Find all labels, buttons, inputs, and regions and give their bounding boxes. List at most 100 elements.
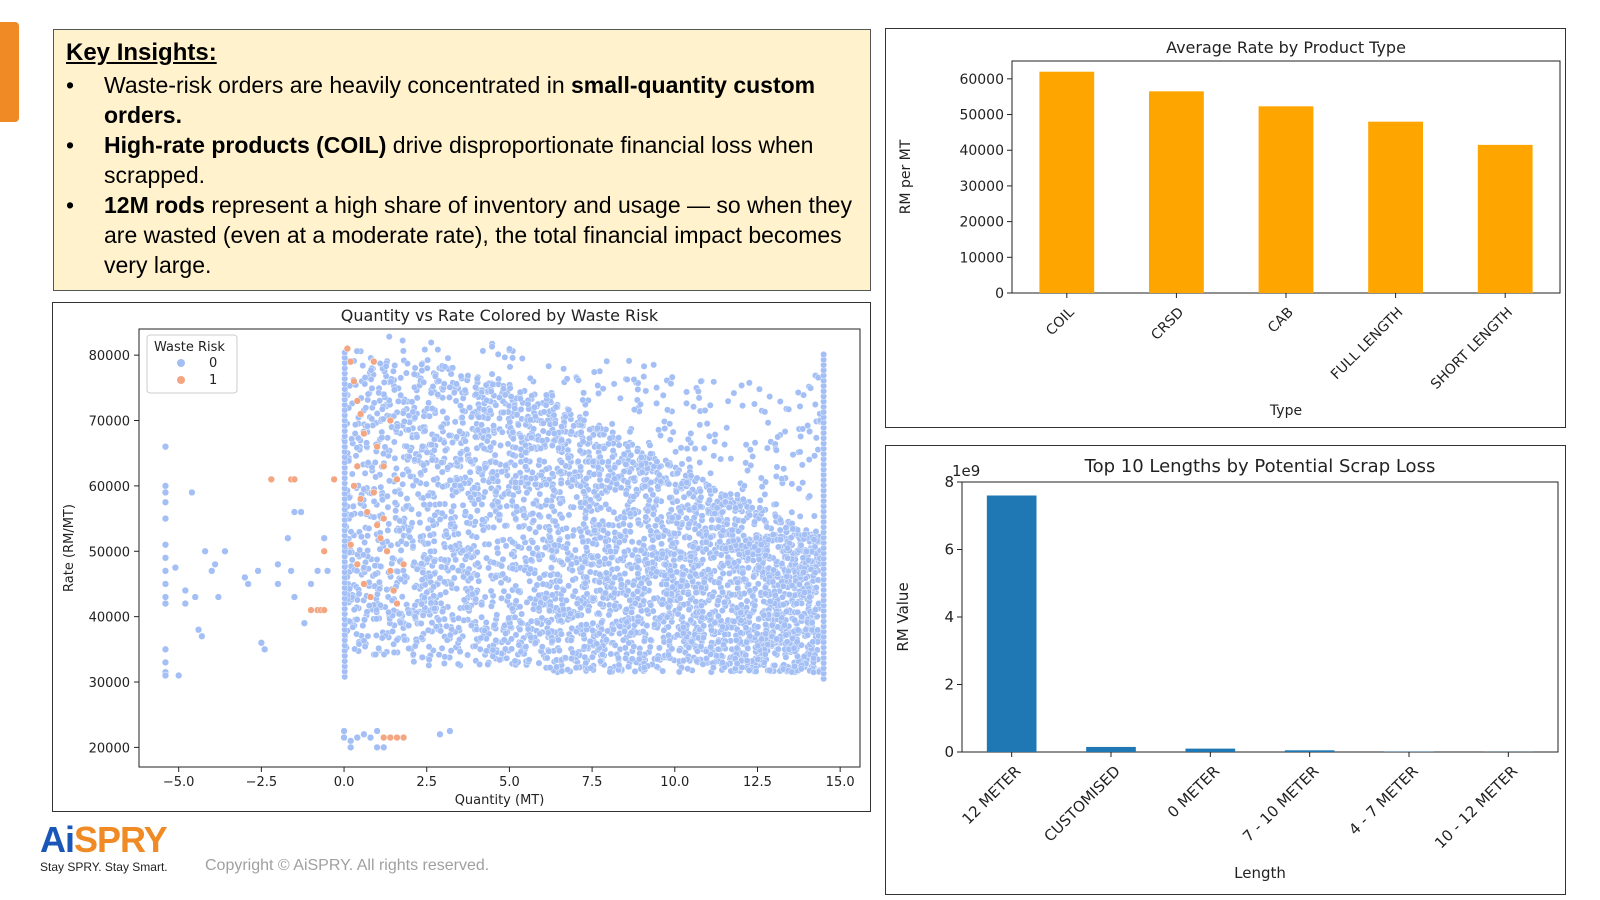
- scatter-point: [670, 550, 678, 558]
- scatter-point: [393, 599, 401, 608]
- scatter-point: [520, 496, 528, 504]
- scatter-point: [436, 500, 444, 508]
- scatter-point: [430, 558, 438, 565]
- scatter-point: [481, 593, 489, 601]
- scatter-point: [501, 522, 509, 530]
- scatter-point: [647, 636, 654, 644]
- scatter-point: [539, 419, 547, 427]
- scatter-point: [723, 424, 731, 432]
- scatter-point: [534, 552, 542, 560]
- scatter-point: [485, 564, 492, 572]
- scatter-point: [545, 513, 553, 520]
- scatter-point: [390, 640, 398, 648]
- scatter-point: [606, 668, 614, 676]
- scatter-point: [458, 562, 466, 570]
- scatter-point: [536, 490, 544, 498]
- scatter-point: [546, 526, 554, 534]
- scatter-point: [397, 619, 404, 627]
- scatter-point: [261, 645, 269, 653]
- scatter-point: [585, 503, 593, 511]
- scatter-point: [603, 575, 611, 582]
- scatter-point: [454, 567, 462, 574]
- scatter-point: [763, 523, 771, 531]
- scatter-point: [560, 365, 568, 373]
- scatter-point: [457, 372, 465, 380]
- scatter-point: [729, 537, 737, 545]
- scatter-point: [489, 381, 497, 388]
- insights-list: • Waste-risk orders are heavily concentra…: [66, 70, 858, 280]
- scatter-point: [791, 662, 798, 670]
- scatter-point: [366, 593, 375, 601]
- scatter-point: [548, 470, 556, 478]
- scatter-point: [755, 615, 763, 623]
- logo-spry-text: SPRY: [74, 819, 168, 860]
- scatter-point: [511, 613, 519, 621]
- scatter-point: [371, 570, 379, 578]
- bar: [1284, 750, 1335, 752]
- scatter-point: [661, 527, 669, 534]
- scatter-point: [589, 627, 597, 634]
- scatter-point: [175, 671, 183, 680]
- scatter-point: [647, 527, 655, 535]
- scatter-point: [440, 660, 448, 667]
- scatter-point: [645, 579, 653, 587]
- scatter-point: [573, 600, 581, 607]
- scatter-point: [579, 396, 587, 404]
- scatter-point: [582, 514, 589, 522]
- scatter-point: [427, 599, 435, 607]
- scatter-point: [500, 587, 508, 595]
- scatter-point: [697, 377, 705, 385]
- scatter-point: [528, 444, 535, 452]
- scatter-point: [194, 626, 203, 634]
- scatter-point: [717, 551, 725, 559]
- scatter-point: [347, 743, 355, 752]
- scatter-point: [363, 508, 371, 516]
- scatter-point: [673, 519, 681, 527]
- scatter-point: [353, 567, 361, 575]
- y-tick-label: 20000: [959, 215, 1004, 231]
- scatter-point: [512, 478, 519, 486]
- x-axis-label: Quantity (MT): [455, 793, 545, 808]
- scatter-point: [457, 402, 464, 410]
- scatter-point: [640, 362, 648, 370]
- scatter-point: [725, 504, 733, 511]
- scatter-point: [495, 394, 503, 401]
- scatter-point: [749, 592, 757, 600]
- scatter-point: [403, 443, 411, 450]
- scatter-point: [390, 649, 398, 656]
- scatter-point: [773, 611, 781, 618]
- scatter-point: [463, 603, 471, 611]
- scatter-point: [548, 392, 556, 400]
- scatter-point: [598, 618, 605, 626]
- scatter-point: [360, 485, 368, 493]
- scatter-point: [360, 637, 368, 645]
- scatter-point: [577, 482, 585, 490]
- avg-rate-panel: Average Rate by Product Type 0 10000 20000 3…: [885, 28, 1566, 428]
- scatter-point: [373, 727, 381, 735]
- scatter-point: [772, 500, 780, 508]
- scatter-point: [376, 545, 384, 553]
- scatter-point: [640, 585, 648, 593]
- scatter-point: [456, 636, 463, 643]
- scatter-point: [625, 639, 633, 647]
- scatter-point: [763, 444, 771, 452]
- x-tick-label: SHORT LENGTH: [1428, 305, 1516, 393]
- scatter-point: [684, 590, 692, 598]
- y-tick-label: 6: [944, 541, 954, 559]
- scatter-point: [733, 660, 741, 668]
- scatter-point: [557, 479, 565, 487]
- scatter-point: [397, 490, 404, 498]
- scatter-point: [557, 630, 565, 638]
- scatter-point: [543, 480, 550, 488]
- scatter-point: [621, 628, 628, 635]
- scatter-point: [666, 436, 674, 444]
- scatter-point: [473, 507, 481, 515]
- scatter-point: [352, 421, 359, 429]
- scatter-point: [749, 557, 757, 564]
- scatter-point: [601, 589, 609, 597]
- scatter-point: [406, 533, 414, 541]
- scatter-point: [526, 374, 534, 382]
- scatter-point: [530, 425, 538, 433]
- scatter-point: [751, 439, 759, 447]
- scatter-point: [605, 521, 613, 529]
